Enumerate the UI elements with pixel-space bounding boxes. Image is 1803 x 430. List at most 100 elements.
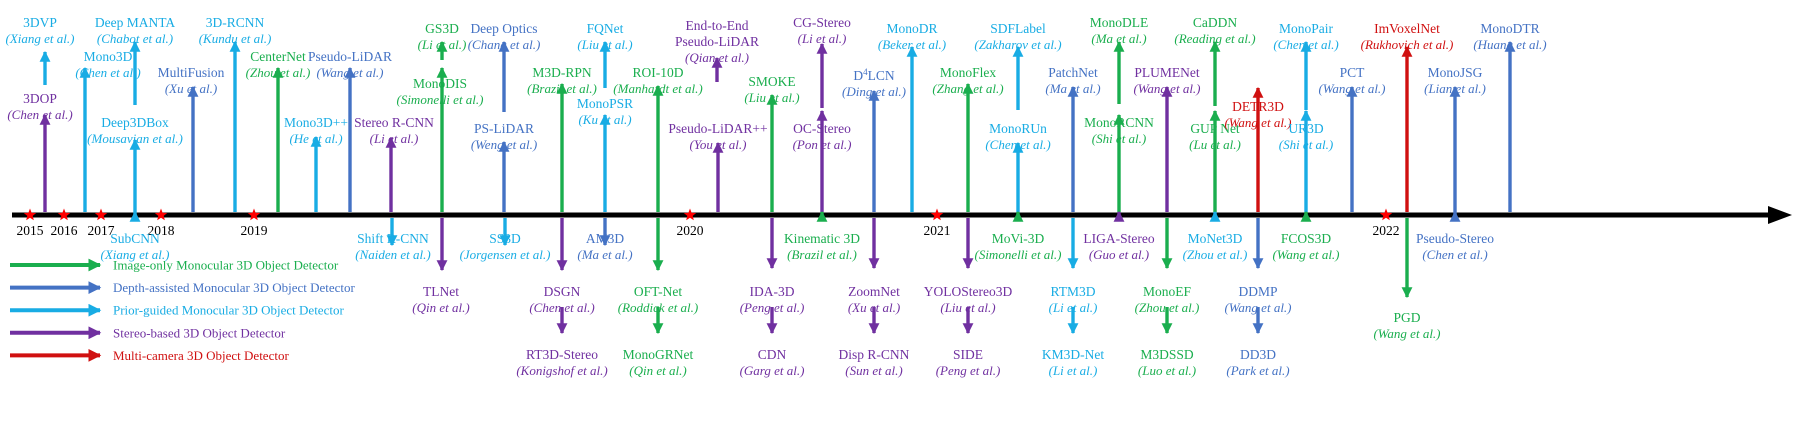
method-authors: (Wang et al.) (1224, 115, 1291, 130)
method-fqnet: FQNet(Liu et al.) (577, 21, 632, 52)
method-authors: (Manhardt et al.) (613, 81, 702, 96)
method-name: Shift R-CNN (357, 231, 429, 246)
method-subcnn: SubCNN(Xiang et al.) (101, 231, 170, 262)
method-authors: (Shi et al.) (1092, 131, 1147, 146)
method-monodis: MonoDIS(Simonelli et al.) (396, 76, 483, 107)
method-name: MonoEF (1143, 284, 1192, 299)
method-authors: (Konigshof et al.) (516, 363, 607, 378)
legend-item-image-only: Image-only Monocular 3D Object Detector (10, 258, 339, 273)
method-3dop: 3DOP(Chen et al.) (7, 91, 72, 122)
method-monorcnn: MonoRCNN(Shi et al.) (1084, 115, 1154, 146)
method-authors: (Beker et al.) (878, 37, 946, 52)
method-name: DSGN (544, 284, 581, 299)
method-authors: (Zhou et al.) (246, 65, 311, 80)
method-authors: (Ma et al.) (1045, 81, 1100, 96)
timeline-axis (12, 206, 1792, 224)
method-name: KM3D-Net (1042, 347, 1104, 362)
method-name: 3DVP (23, 15, 57, 30)
method-imvoxelnet: ImVoxelNet(Rukhovich et al.) (1361, 21, 1454, 52)
method-authors: (Liu et al.) (940, 300, 995, 315)
method-authors: (Weng et al.) (471, 137, 537, 152)
method-oft-net: OFT-Net(Roddick et al.) (618, 284, 699, 315)
year-label-2015: 2015 (17, 223, 44, 238)
method-name: D4LCN (853, 67, 895, 83)
year-label-2022: 2022 (1373, 223, 1400, 238)
legend-item-stereo: Stereo-based 3D Object Detector (10, 325, 286, 340)
method-authors: (Garg et al.) (740, 363, 805, 378)
method-name: Pseudo-LiDAR (308, 49, 392, 64)
method-authors: (Li et al.) (1049, 363, 1098, 378)
method-deep-manta: Deep MANTA(Chabot et al.) (95, 15, 176, 46)
method-monodle: MonoDLE(Ma et al.) (1090, 15, 1149, 46)
year-star-icon (247, 208, 261, 221)
year-star-icon (930, 208, 944, 221)
method-authors: (Ma et al.) (577, 247, 632, 262)
method-shift-r-cnn: Shift R-CNN(Naiden et al.) (355, 231, 430, 262)
method-monopair: MonoPair(Chen et al.) (1273, 21, 1338, 52)
method-name: MonoGRNet (623, 347, 694, 362)
method-name: MonoDLE (1090, 15, 1149, 30)
method-name: MonoPSR (577, 96, 633, 111)
method-mono3d: Mono3D(Chen et al.) (75, 49, 140, 80)
method-authors: (Lu et al.) (1189, 137, 1241, 152)
method-name: DD3D (1240, 347, 1276, 362)
method-name: RTM3D (1051, 284, 1096, 299)
method-disp-r-cnn: Disp R-CNN(Sun et al.) (839, 347, 910, 378)
method-authors: (Ding et al.) (842, 84, 906, 99)
method-name: MoVi-3D (992, 231, 1045, 246)
method-liga-stereo: LIGA-Stereo(Guo et al.) (1083, 231, 1154, 262)
method-authors: (Li et al.) (418, 37, 467, 52)
method-authors: (Luo et al.) (1138, 363, 1196, 378)
method-name: Pseudo-LiDAR++ (668, 121, 767, 136)
method-rt3d-stereo: RT3D-Stereo(Konigshof et al.) (516, 347, 607, 378)
method-mono3d: Mono3D++(He et al.) (284, 115, 348, 146)
method-name: MultiFusion (158, 65, 225, 80)
method-name: YOLOStereo3D (924, 284, 1013, 299)
year-label-2020: 2020 (677, 223, 704, 238)
method-name: M3D-RPN (532, 65, 592, 80)
method-authors: (Park et al.) (1226, 363, 1289, 378)
method-authors: (Sun et al.) (845, 363, 902, 378)
method-name: TLNet (423, 284, 459, 299)
method-d4lcn: D4LCN(Ding et al.) (842, 67, 906, 99)
method-oc-stereo: OC-Stereo(Pon et al.) (793, 121, 852, 152)
year-label-2019: 2019 (241, 223, 268, 238)
method-authors: (Pon et al.) (793, 137, 852, 152)
method-caddn: CaDDN(Reading et al.) (1174, 15, 1255, 46)
method-sdflabel: SDFLabel(Zakharov et al.) (974, 21, 1061, 52)
method-authors: (Li et al.) (370, 131, 419, 146)
method-authors: (Brazil et al.) (787, 247, 857, 262)
method-name: PatchNet (1048, 65, 1098, 80)
method-name: OFT-Net (634, 284, 683, 299)
legend-item-depth: Depth-assisted Monocular 3D Object Detec… (10, 280, 356, 295)
method-authors: (He et al.) (289, 131, 342, 146)
method-name: GUP Net (1190, 121, 1240, 136)
method-name: PCT (1340, 65, 1366, 80)
method-dsgn: DSGN(Chen et al.) (529, 284, 594, 315)
method-authors: (Wang et al.) (1272, 247, 1339, 262)
method-plumenet: PLUMENet(Wang et al.) (1133, 65, 1200, 96)
method-roi-10d: ROI-10D(Manhardt et al.) (613, 65, 702, 96)
method-authors: (Liu et al.) (744, 90, 799, 105)
method-multifusion: MultiFusion(Xu et al.) (158, 65, 225, 96)
method-pseudo-lidar: Pseudo-LiDAR(Wang et al.) (308, 49, 392, 80)
method-zoomnet: ZoomNet(Xu et al.) (848, 284, 900, 315)
method-authors: (Roddick et al.) (618, 300, 699, 315)
method-monogrnet: MonoGRNet(Qin et al.) (623, 347, 694, 378)
method-name: PGD (1393, 310, 1420, 325)
method-name: CDN (758, 347, 787, 362)
method-side: SIDE(Peng et al.) (936, 347, 1001, 378)
method-name: Mono3D (84, 49, 133, 64)
method-patchnet: PatchNet(Ma et al.) (1045, 65, 1100, 96)
method-authors: (Wang et al.) (316, 65, 383, 80)
method-authors: (Ma et al.) (1091, 31, 1146, 46)
method-ur3d: UR3D(Shi et al.) (1279, 121, 1334, 152)
method-name: MoNet3D (1188, 231, 1243, 246)
method-authors: (Xu et al.) (848, 300, 900, 315)
method-authors: (Simonelli et al.) (974, 247, 1061, 262)
method-monet3d: MoNet3D(Zhou et al.) (1183, 231, 1248, 262)
method-name: MonoPair (1279, 21, 1334, 36)
legend-label: Multi-camera 3D Object Detector (113, 348, 289, 363)
method-authors: (Chen et al.) (75, 65, 140, 80)
